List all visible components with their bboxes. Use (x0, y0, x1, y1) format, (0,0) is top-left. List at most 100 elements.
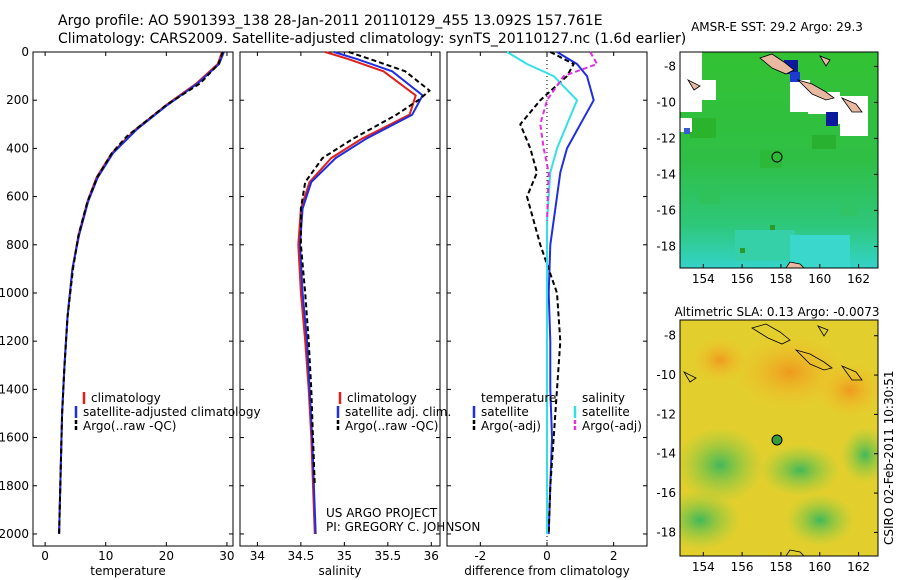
map-x-tick-label: 158 (769, 272, 792, 286)
sla-map-ticks: 154 156 158 160 162 -8 -10 -12 -14 -16 -18 (656, 329, 878, 574)
map-y-tick-label: -8 (664, 59, 676, 73)
timestamp-side-label: CSIRO 02-Feb-2011 10:30:51 (882, 370, 896, 545)
map-y-tick-label: -10 (656, 95, 676, 109)
salinity-legend: climatology satellite adj. clim. Argo(..… (336, 391, 451, 433)
sst-argo-marker (771, 151, 783, 163)
sla-high-anomaly (814, 360, 878, 420)
series-line-argo-raw-qc- (299, 51, 431, 486)
pi-label: PI: GREGORY C. JOHNSON (326, 520, 480, 534)
map-y-tick-label: -14 (656, 167, 676, 181)
depth-axis: 0 200 400 600 800 1000 1200 1400 1600 1800 2000 (0, 45, 647, 541)
depth-tick-label: 2000 (0, 527, 29, 541)
map-y-tick-label: -10 (656, 368, 676, 382)
map-x-tick-label: 154 (692, 560, 715, 574)
x-tick-label: 20 (159, 549, 174, 563)
map-x-tick-label: 160 (808, 272, 831, 286)
x-tick-label: 36 (424, 549, 439, 563)
sla-coastlines (682, 323, 863, 556)
difference-x-ticks: -2 0 2 (474, 52, 617, 563)
sla-map (680, 320, 878, 556)
salinity-x-ticks: 34 34.5 35 35.5 36 (250, 52, 439, 563)
map-x-tick-label: 162 (847, 272, 870, 286)
project-label: US ARGO PROJECT (326, 506, 438, 520)
temperature-xlabel: temperature (90, 564, 165, 578)
map-y-tick-label: -18 (656, 239, 676, 253)
series-line-salinity-argo-adj- (539, 51, 598, 221)
map-y-tick-label: -16 (656, 203, 676, 217)
legend-label-argo: Argo(..raw -QC) (83, 419, 176, 433)
legend-label-climatology: climatology (91, 391, 161, 405)
depth-tick-label: 400 (6, 141, 29, 155)
map-x-tick-label: 158 (769, 560, 792, 574)
map-y-tick-label: -8 (664, 329, 676, 343)
depth-tick-label: 200 (6, 93, 29, 107)
sla-low-anomaly (760, 444, 840, 496)
map-x-tick-label: 156 (731, 560, 754, 574)
legend-head-salinity: salinity (582, 391, 625, 405)
difference-xlabel: difference from climatology (464, 564, 630, 578)
sst-texture (690, 118, 858, 268)
legend-label-sal-satellite: satellite (582, 405, 630, 419)
sla-low-anomaly (841, 427, 878, 483)
sst-map (680, 52, 878, 268)
temperature-plot-frame (32, 51, 234, 547)
map-x-tick-label: 160 (808, 560, 831, 574)
map-x-tick-label: 162 (847, 560, 870, 574)
x-tick-label: 35.5 (374, 549, 401, 563)
salinity-xlabel: salinity (318, 564, 361, 578)
sst-coastlines (686, 53, 863, 268)
map-y-tick-label: -12 (656, 131, 676, 145)
depth-tick-label: 1800 (0, 479, 29, 493)
legend-label-sal-argo: Argo(-adj) (582, 419, 642, 433)
series-line-satellite-adj-clim- (299, 51, 424, 535)
map-y-tick-label: -16 (656, 486, 676, 500)
legend-label-climatology: climatology (347, 391, 417, 405)
sla-low-anomaly (680, 490, 740, 550)
sla-argo-marker (771, 434, 783, 446)
sla-map-title: Altimetric SLA: 0.13 Argo: -0.0073 (674, 305, 879, 319)
map-x-tick-label: 154 (692, 272, 715, 286)
series-line-argo-raw-qc- (58, 51, 224, 535)
legend-head-temperature: temperature (481, 391, 556, 405)
series-line-climatology (297, 51, 417, 535)
depth-tick-label: 1200 (0, 334, 29, 348)
sst-map-frame (679, 51, 879, 269)
series-line-climatology (58, 51, 224, 535)
x-tick-label: 34.5 (288, 549, 315, 563)
temperature-series (58, 51, 225, 535)
sla-low-anomaly (680, 427, 764, 503)
x-tick-label: 34 (250, 549, 265, 563)
sst-map-ticks: 154 156 158 160 162 -8 -10 -12 -14 -16 -18 (656, 59, 878, 286)
legend-label-satellite: satellite adj. clim. (345, 405, 451, 419)
depth-tick-label: 1600 (0, 431, 29, 445)
x-tick-label: -2 (474, 549, 486, 563)
difference-legend: temperature salinity satellite Argo(-adj… (472, 391, 642, 433)
depth-tick-label: 1400 (0, 382, 29, 396)
sla-map-frame (679, 319, 879, 557)
depth-tick-label: 600 (6, 190, 29, 204)
series-line-salinity-satellite (506, 51, 578, 534)
salinity-plot-frame (239, 51, 441, 547)
x-tick-label: 10 (98, 549, 113, 563)
header-line-1: Argo profile: AO 5901393_138 28-Jan-2011… (58, 13, 603, 29)
depth-tick-label: 800 (6, 238, 29, 252)
temperature-legend: climatology satellite-adjusted climatolo… (74, 391, 261, 433)
x-tick-label: 2 (610, 549, 618, 563)
header-line-2: Climatology: CARS2009. Satellite-adjuste… (58, 31, 686, 47)
map-y-tick-label: -14 (656, 447, 676, 461)
map-y-tick-label: -18 (656, 525, 676, 539)
sla-low-anomaly (786, 494, 854, 546)
sla-high-anomaly (690, 336, 750, 384)
legend-label-satellite: satellite-adjusted climatology (83, 405, 261, 419)
sst-map-title: AMSR-E SST: 29.2 Argo: 29.3 (691, 20, 863, 34)
x-tick-label: 30 (219, 549, 234, 563)
depth-tick-label: 0 (21, 45, 29, 59)
series-line-temperature-satellite (547, 51, 595, 535)
salinity-series (297, 51, 431, 535)
map-y-tick-label: -12 (656, 407, 676, 421)
x-tick-label: 0 (41, 549, 49, 563)
x-tick-label: 35 (337, 549, 352, 563)
legend-label-temp-argo: Argo(-adj) (481, 419, 541, 433)
depth-tick-label: 1000 (0, 286, 29, 300)
